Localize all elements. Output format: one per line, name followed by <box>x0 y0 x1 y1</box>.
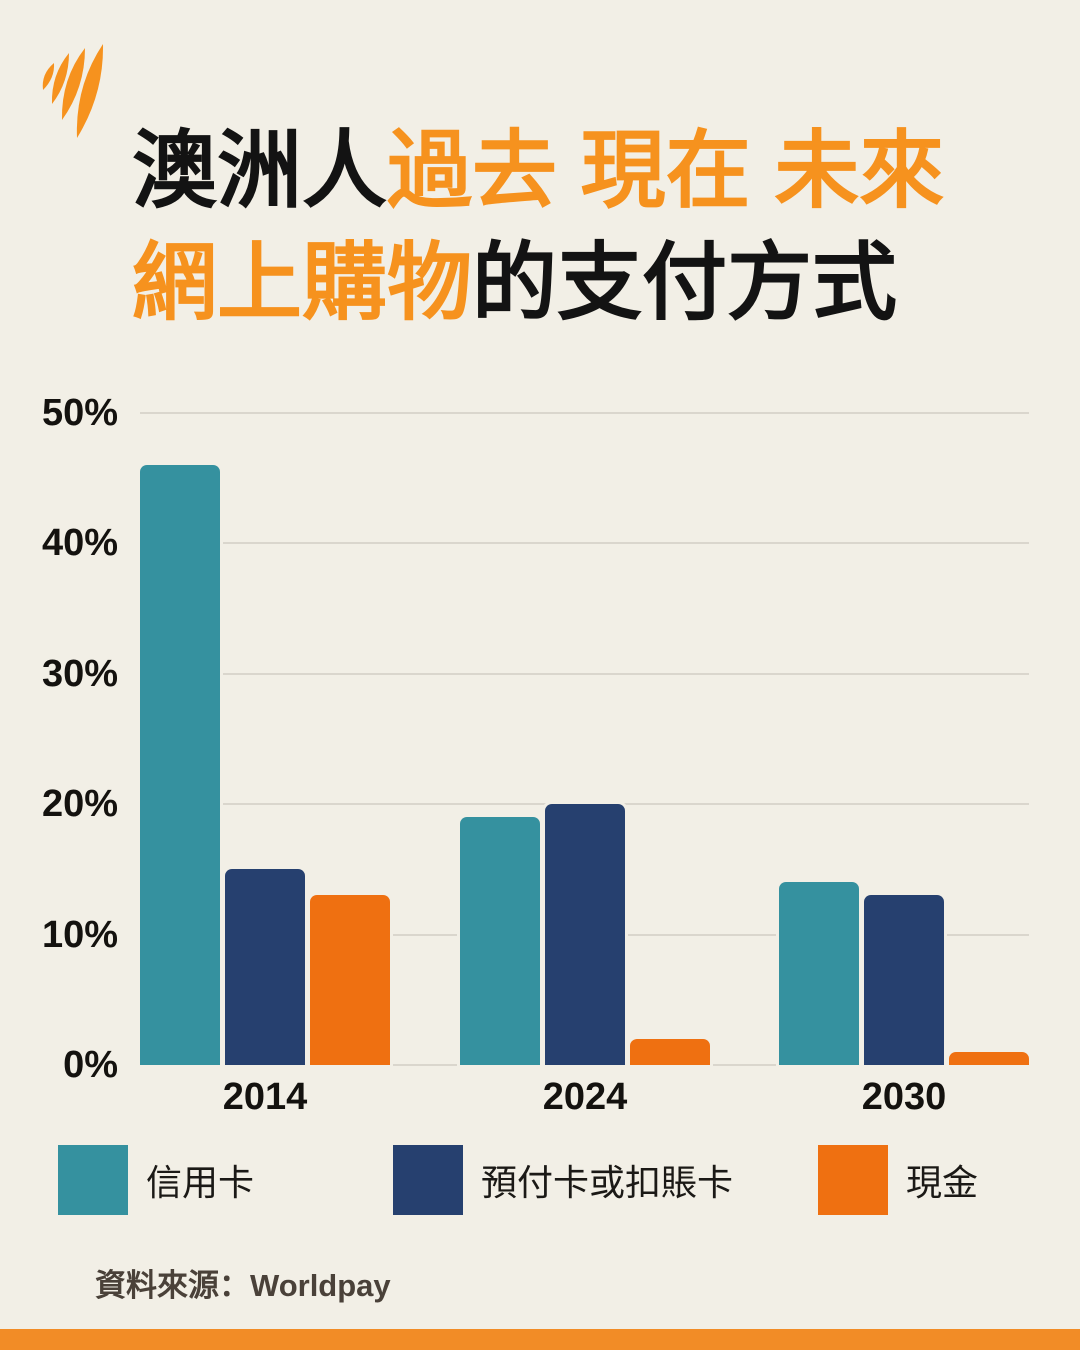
legend-item-prepaid-debit-card: 預付卡或扣賬卡 <box>393 1145 733 1215</box>
gridline <box>140 1064 1029 1066</box>
title-line-1: 澳洲人過去 現在 未來 <box>132 116 944 228</box>
gridline <box>140 673 1029 675</box>
y-tick-label: 30% <box>41 653 118 695</box>
legend-item-credit-card: 信用卡 <box>58 1145 254 1215</box>
legend-label: 現金 <box>906 1162 979 1203</box>
title-orange-part: 過去 現在 未來 <box>387 124 945 219</box>
data-source-note: 資料來源：Worldpay <box>95 1268 391 1303</box>
bar-2014-series-1 <box>225 869 305 1065</box>
bar-2024-series-0 <box>460 817 540 1065</box>
x-tick-label: 2014 <box>222 1076 308 1118</box>
bar-2024-series-2 <box>630 1039 710 1065</box>
y-tick-label: 50% <box>41 392 118 434</box>
legend-swatch-teal <box>58 1145 128 1215</box>
title-line-2: 網上購物的支付方式 <box>132 228 944 340</box>
bar-2014-series-0 <box>140 465 220 1065</box>
y-tick-label: 0% <box>63 1044 118 1086</box>
y-tick-label: 20% <box>41 783 118 825</box>
title-black-part: 的支付方式 <box>472 236 898 331</box>
bar-2014-series-2 <box>310 895 390 1065</box>
page-title: 澳洲人過去 現在 未來 網上購物的支付方式 <box>132 116 944 340</box>
bar-chart-plot-area <box>140 412 1029 1066</box>
x-tick-label: 2024 <box>542 1076 628 1118</box>
y-tick-label: 10% <box>41 914 118 956</box>
legend-label: 預付卡或扣賬卡 <box>481 1162 734 1203</box>
bar-2030-series-2 <box>949 1052 1029 1065</box>
gridline <box>140 542 1029 544</box>
bar-2024-series-1 <box>545 804 625 1065</box>
y-tick-label: 40% <box>41 522 118 564</box>
legend-item-cash: 現金 <box>818 1145 978 1215</box>
x-tick-label: 2030 <box>861 1076 947 1118</box>
title-black-part: 澳洲人 <box>132 124 388 219</box>
legend-swatch-orange <box>818 1145 888 1215</box>
title-orange-part: 網上購物 <box>132 236 473 331</box>
legend-label: 信用卡 <box>146 1162 255 1203</box>
bar-2030-series-0 <box>779 882 859 1065</box>
legend-swatch-navy <box>393 1145 463 1215</box>
bar-2030-series-1 <box>864 895 944 1065</box>
footer-accent-strip <box>0 1329 1080 1350</box>
gridline <box>140 412 1029 414</box>
sbs-flash-logo-icon <box>42 44 104 138</box>
